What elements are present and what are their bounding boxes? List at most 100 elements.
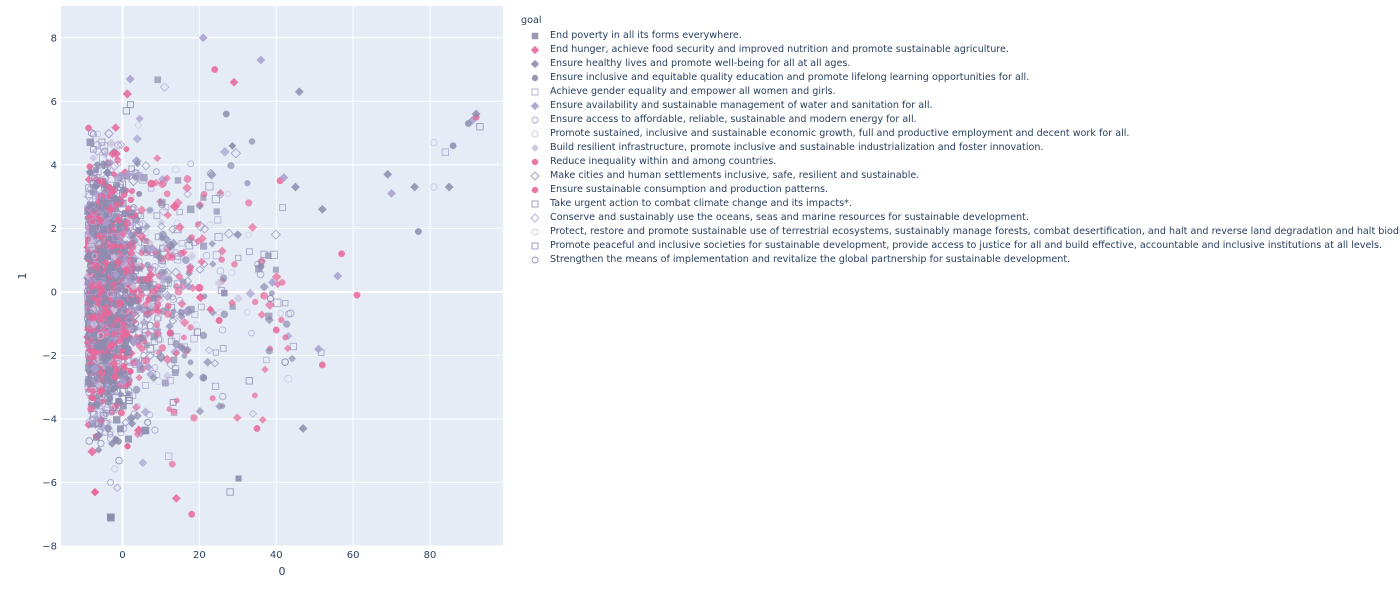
data-point	[284, 374, 293, 383]
legend-item[interactable]: Promote peaceful and inclusive societies…	[520, 239, 1395, 253]
data-point	[127, 222, 134, 229]
data-point	[91, 375, 101, 385]
data-point	[103, 282, 112, 292]
legend-label: Ensure sustainable consumption and produ…	[550, 184, 829, 195]
data-point	[261, 365, 269, 374]
legend-item[interactable]: Ensure healthy lives and promote well-be…	[520, 57, 1395, 71]
data-point	[153, 329, 161, 337]
legend-item[interactable]: Build resilient infrastructure, promote …	[520, 141, 1395, 155]
legend-item[interactable]: Strengthen the means of implementation a…	[520, 253, 1395, 267]
data-point	[143, 275, 151, 283]
data-point	[140, 326, 151, 337]
data-point	[106, 340, 117, 350]
legend-label: Protect, restore and promote sustainable…	[550, 226, 1400, 237]
data-point	[125, 74, 135, 84]
data-point	[90, 202, 101, 213]
data-point	[178, 281, 188, 291]
data-point	[449, 142, 457, 150]
legend-label: Strengthen the means of implementation a…	[550, 254, 1071, 265]
data-point	[90, 242, 97, 249]
data-point	[170, 356, 178, 364]
data-point	[86, 163, 93, 170]
legend-item[interactable]: Ensure access to affordable, reliable, s…	[520, 113, 1395, 127]
data-point	[126, 248, 136, 258]
data-point	[278, 279, 286, 286]
data-point	[94, 296, 103, 305]
data-point	[141, 426, 150, 435]
legend-marker	[531, 74, 539, 82]
data-point	[119, 199, 127, 207]
legend-item[interactable]: Ensure inclusive and equitable quality e…	[520, 71, 1395, 85]
data-point	[137, 205, 147, 215]
data-point	[140, 407, 151, 417]
data-point	[153, 315, 162, 323]
legend-items: End poverty in all its forms everywhere.…	[520, 29, 1400, 267]
data-point	[128, 293, 136, 301]
data-point	[198, 303, 205, 311]
data-point	[226, 488, 234, 496]
legend-item[interactable]: Make cities and human settlements inclus…	[520, 169, 1395, 183]
data-point	[90, 487, 100, 497]
legend-item[interactable]: Ensure availability and sustainable mana…	[520, 99, 1395, 113]
legend-item[interactable]: Reduce inequality within and among count…	[520, 155, 1395, 169]
data-point	[110, 290, 122, 301]
data-point	[169, 201, 180, 212]
data-point	[183, 189, 193, 199]
data-point	[195, 283, 204, 292]
legend-item[interactable]: Promote sustained, inclusive and sustain…	[520, 127, 1395, 141]
legend-marker	[530, 213, 540, 223]
data-point	[129, 272, 138, 281]
legend-marker-icon	[531, 74, 539, 82]
data-point	[115, 456, 123, 465]
data-point	[218, 326, 227, 334]
legend-item[interactable]: End hunger, achieve food security and im…	[520, 43, 1395, 57]
data-point	[117, 376, 128, 387]
data-point	[318, 361, 326, 369]
data-point	[136, 231, 147, 242]
data-point	[112, 405, 121, 414]
data-point	[133, 358, 144, 369]
legend-item[interactable]: Conserve and sustainably use the oceans,…	[520, 211, 1395, 225]
data-point	[108, 404, 116, 412]
data-point	[135, 114, 144, 123]
data-point	[206, 168, 216, 178]
data-point	[200, 224, 210, 234]
data-point	[83, 191, 94, 202]
data-point	[184, 282, 193, 291]
data-point	[338, 250, 346, 258]
legend-marker	[531, 228, 539, 236]
data-point	[183, 175, 192, 183]
data-point	[154, 307, 163, 316]
legend-item[interactable]: Ensure sustainable consumption and produ…	[520, 183, 1395, 197]
data-point	[124, 435, 133, 443]
data-point	[172, 340, 181, 348]
data-point	[139, 317, 149, 327]
data-point	[471, 109, 481, 119]
data-point	[170, 408, 178, 416]
data-point	[270, 229, 281, 240]
legend-item[interactable]: Take urgent action to combat climate cha…	[520, 197, 1395, 211]
legend-item[interactable]: End poverty in all its forms everywhere.	[520, 29, 1395, 43]
data-point	[136, 265, 143, 272]
data-point	[260, 291, 268, 300]
data-point	[387, 188, 397, 198]
data-point	[113, 416, 121, 424]
data-point	[353, 291, 361, 299]
data-point	[202, 251, 211, 260]
data-point	[199, 242, 208, 250]
data-point	[145, 411, 154, 419]
data-point	[176, 296, 184, 305]
data-point	[235, 254, 242, 262]
legend-item[interactable]: Achieve gender equality and empower all …	[520, 85, 1395, 99]
data-point	[88, 283, 96, 291]
data-point	[124, 260, 131, 267]
data-point	[200, 374, 208, 382]
data-point	[168, 224, 178, 234]
data-point	[99, 356, 107, 364]
legend-marker	[531, 88, 539, 96]
data-point	[112, 483, 122, 493]
data-point	[106, 317, 114, 324]
legend-item[interactable]: Protect, restore and promote sustainable…	[520, 225, 1400, 239]
data-point	[94, 177, 103, 186]
data-point	[174, 177, 182, 184]
